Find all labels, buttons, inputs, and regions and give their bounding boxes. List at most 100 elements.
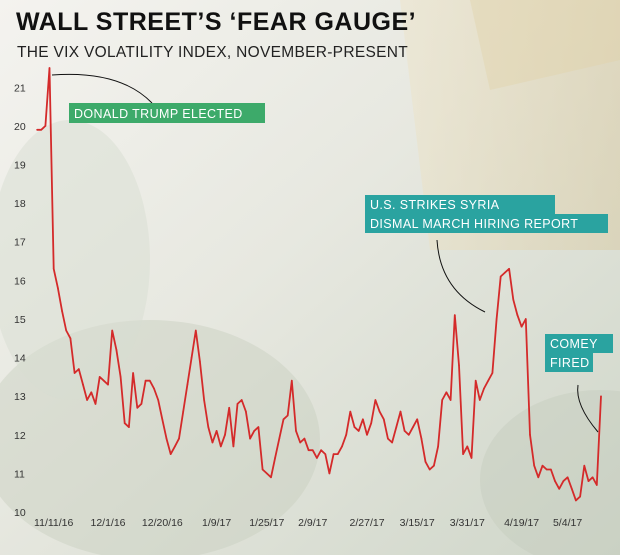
data-point bbox=[378, 410, 381, 413]
data-point bbox=[266, 472, 268, 475]
x-tick-label: 11/11/16 bbox=[34, 517, 73, 529]
annotation-leader bbox=[436, 239, 486, 313]
data-point bbox=[596, 484, 598, 486]
data-point bbox=[307, 449, 310, 452]
data-point bbox=[533, 464, 535, 467]
data-point bbox=[220, 445, 222, 448]
data-point bbox=[103, 379, 105, 382]
data-point bbox=[157, 399, 159, 401]
data-point bbox=[236, 403, 239, 405]
y-tick-label: 18 bbox=[14, 198, 26, 210]
data-point bbox=[362, 418, 364, 421]
data-point bbox=[345, 434, 348, 436]
annotations: DONALD TRUMP ELECTED U.S. STRIKES SYRIA DI… bbox=[69, 103, 613, 372]
annotation-label: U.S. STRIKES SYRIA bbox=[370, 198, 500, 212]
data-point bbox=[474, 379, 477, 382]
data-point bbox=[337, 453, 339, 455]
data-point bbox=[78, 368, 80, 370]
x-tick-label: 12/20/16 bbox=[142, 517, 183, 529]
annotation-box bbox=[69, 103, 265, 123]
data-point bbox=[291, 379, 293, 382]
data-point bbox=[512, 298, 515, 301]
data-point bbox=[245, 410, 247, 413]
data-point bbox=[408, 434, 410, 436]
y-axis: 10 11 12 13 14 15 16 17 18 19 20 21 bbox=[14, 82, 26, 519]
data-point bbox=[132, 372, 134, 374]
data-point bbox=[174, 445, 176, 448]
data-point bbox=[144, 379, 147, 382]
y-tick-label: 12 bbox=[14, 430, 26, 442]
annotation-box bbox=[545, 353, 593, 372]
data-point bbox=[353, 426, 356, 428]
chart-subtitle: THE VIX VOLATILITY INDEX, NOVEMBER-PRESE… bbox=[17, 44, 408, 61]
data-point bbox=[449, 399, 452, 401]
data-point bbox=[182, 410, 184, 413]
data-point bbox=[479, 399, 481, 401]
data-point bbox=[270, 476, 272, 479]
data-point bbox=[123, 422, 126, 425]
annotation-label: FIRED bbox=[550, 356, 590, 370]
data-point bbox=[520, 325, 523, 328]
data-point bbox=[278, 437, 281, 440]
vix-series-line bbox=[37, 67, 602, 502]
data-point bbox=[424, 461, 427, 463]
data-point bbox=[111, 329, 113, 332]
data-point bbox=[403, 430, 406, 432]
data-point bbox=[98, 376, 101, 378]
data-point bbox=[491, 372, 494, 374]
x-tick-label: 3/31/17 bbox=[450, 517, 485, 529]
x-tick-label: 1/25/17 bbox=[249, 517, 284, 529]
data-point bbox=[462, 453, 464, 455]
data-point bbox=[107, 383, 109, 386]
data-point bbox=[437, 445, 439, 448]
data-point bbox=[115, 349, 118, 351]
x-tick-label: 4/19/17 bbox=[504, 517, 539, 529]
data-point bbox=[36, 129, 38, 131]
data-point bbox=[395, 426, 398, 428]
data-point bbox=[328, 472, 331, 475]
data-point bbox=[140, 403, 143, 405]
y-tick-label: 20 bbox=[14, 121, 26, 133]
data-point bbox=[566, 476, 569, 479]
data-point bbox=[495, 318, 498, 320]
data-point bbox=[257, 426, 260, 428]
data-point bbox=[195, 329, 197, 332]
data-point bbox=[282, 418, 285, 421]
annotation-label: COMEY bbox=[550, 337, 598, 351]
data-point bbox=[211, 441, 214, 444]
data-point bbox=[274, 457, 276, 459]
data-point bbox=[203, 399, 205, 401]
data-point bbox=[52, 268, 55, 270]
data-point bbox=[178, 437, 180, 440]
data-point bbox=[387, 437, 389, 440]
data-point bbox=[295, 430, 297, 432]
data-point bbox=[571, 488, 573, 490]
annotation-leader bbox=[577, 384, 599, 433]
data-point bbox=[249, 437, 251, 440]
data-point bbox=[161, 418, 164, 421]
data-point bbox=[128, 426, 130, 428]
x-axis: 11/11/16 12/1/16 12/20/16 1/9/17 1/25/17 2/9/… bbox=[34, 517, 582, 529]
data-point bbox=[487, 379, 490, 382]
annotation-box bbox=[545, 334, 613, 353]
data-point bbox=[349, 410, 352, 413]
data-point bbox=[428, 468, 431, 471]
data-point bbox=[420, 437, 423, 440]
data-point bbox=[341, 445, 343, 448]
data-point bbox=[240, 399, 243, 401]
y-tick-label: 13 bbox=[14, 391, 26, 403]
x-tick-label: 5/4/17 bbox=[553, 517, 582, 529]
annotation-leaders bbox=[51, 73, 599, 433]
data-point bbox=[199, 360, 201, 363]
annotation-label: DONALD TRUMP ELECTED bbox=[74, 107, 243, 121]
annotation-trump-elected: DONALD TRUMP ELECTED bbox=[69, 103, 265, 123]
data-point bbox=[94, 403, 97, 405]
data-point bbox=[316, 457, 318, 459]
data-point bbox=[441, 399, 444, 401]
data-point bbox=[383, 418, 385, 421]
data-point bbox=[90, 391, 93, 394]
data-point bbox=[207, 426, 210, 428]
data-point bbox=[65, 329, 67, 332]
data-point bbox=[119, 376, 122, 378]
